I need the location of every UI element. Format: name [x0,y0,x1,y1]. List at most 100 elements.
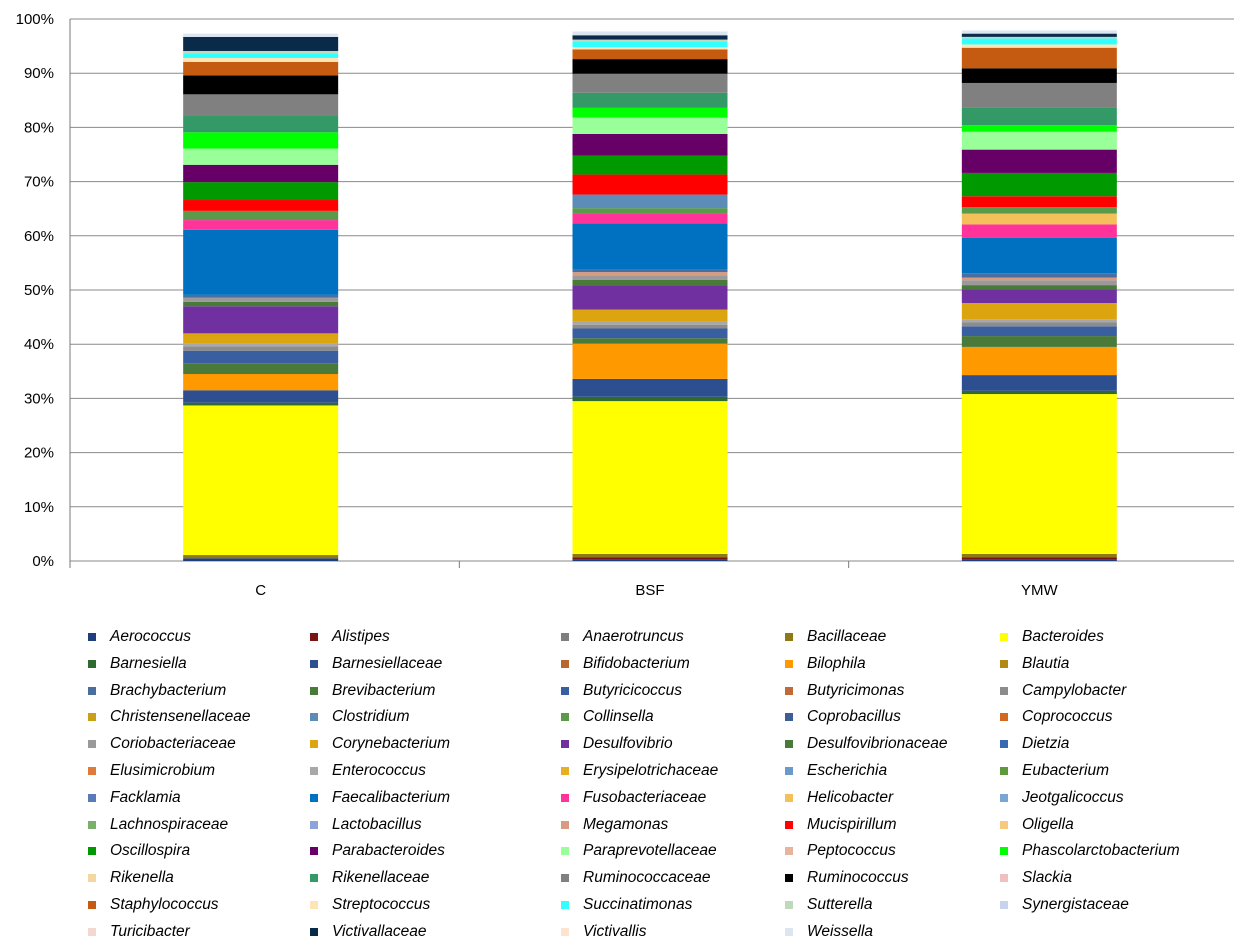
legend-label: Oligella [1022,815,1074,833]
legend-swatch [561,874,569,883]
legend-swatch [1000,847,1008,856]
legend-swatch [785,767,793,775]
legend-item: Alistipes [310,627,390,647]
bar-segment [183,36,339,51]
legend-item: Oligella [1000,815,1074,835]
legend-label: Rikenella [110,869,174,887]
legend-swatch [561,820,569,829]
legend-swatch [785,633,793,641]
bar-segment [572,396,728,402]
bar-segment [572,272,728,276]
legend-swatch [310,820,318,829]
legend-swatch [310,767,318,775]
bar-segment [961,319,1117,323]
legend-item: Eubacterium [1000,761,1109,781]
bar-segment [961,322,1117,327]
bar-segment [183,374,339,391]
y-tick-label: 10% [24,499,54,516]
bar-segment [183,58,339,62]
bar-segment [183,555,339,559]
bar-segment [572,107,728,118]
bar-segment [961,68,1117,83]
bar-segment [572,31,728,36]
legend-item: Ruminococcus [785,868,909,888]
bar-segment [183,350,339,364]
legend-swatch [310,847,318,856]
bar-segment [961,336,1117,347]
bar-segment [572,285,728,310]
legend-swatch [88,793,96,802]
legend-item: Butyricicoccus [561,681,682,701]
legend-swatch [88,767,96,775]
legend-item: Aerococcus [88,627,191,647]
legend-label: Parabacteroides [332,842,445,860]
legend-label: Helicobacter [807,788,894,806]
bar-segment [183,346,339,351]
legend-swatch [561,740,569,749]
legend-label: Victivallaceae [332,922,427,940]
legend-label: Campylobacter [1022,681,1127,699]
bar-segment [961,375,1117,391]
legend-item: Jeotgalicoccus [1000,788,1124,808]
y-tick-label: 90% [24,65,54,82]
bar-segment [183,306,339,334]
bar-segment [183,200,339,211]
legend-label: Fusobacteriaceae [583,788,707,806]
bar-segment [961,30,1117,34]
legend-label: Bifidobacterium [583,654,690,672]
y-tick-label: 50% [24,282,54,299]
legend-item: Faecalibacterium [310,788,450,808]
legend-item: Dietzia [1000,734,1069,754]
legend-label: Clostridium [332,708,410,726]
legend-label: Desulfovibrionaceae [807,735,948,753]
legend-item: Desulfovibrio [561,734,673,754]
bar-segment [183,390,339,403]
x-tick-labels: C BSF YMW [255,582,1058,599]
bar-segment [961,38,1117,45]
bar-segment [183,182,339,201]
legend-swatch [785,847,793,856]
legend-label: Lachnospiraceae [110,815,229,833]
legend-label: Succinatimonas [583,896,693,913]
legend-swatch [561,633,569,641]
legend-label: Elusimicrobium [110,762,216,779]
bar-segment [961,277,1117,281]
bar-segment [961,196,1117,208]
legend-swatch [310,686,318,695]
bar-segment [183,132,339,149]
legend-swatch [88,901,96,909]
bar-segment [572,194,728,209]
y-tick-labels: 0% 10% 20% 30% 40% 50% 60% 70% 80% 90% 100% [16,11,54,570]
legend-swatch [1000,713,1008,722]
legend-item: Ruminococcaceae [561,868,711,888]
legend-label: Alistipes [332,628,390,645]
y-tick-label: 70% [24,174,54,191]
legend-swatch [88,713,96,722]
legend-label: Barnesiellaceae [332,654,443,672]
bar-segment [961,149,1117,173]
legend-label: Christensenellaceae [110,708,251,726]
bar-segment [183,220,339,230]
legend-item: Brachybacterium [88,681,226,701]
legend-swatch [1000,686,1008,695]
legend-label: Enterococcus [332,762,426,779]
bar-segment [572,378,728,397]
legend-item: Victivallaceae [310,922,427,942]
legend-item: Megamonas [561,815,668,835]
legend-label: Weissella [807,922,874,940]
legend-label: Barnesiella [110,654,187,672]
legend-label: Rikenellaceae [332,869,430,887]
legend-item: Phascolarctobacterium [1000,841,1180,861]
bar-segment [572,338,728,344]
legend-label: Paraprevotellaceae [583,842,717,860]
legend-item: Barnesiella [88,654,187,674]
bar-segment [572,41,728,48]
legend-swatch [1000,901,1008,909]
bar-segment [572,174,728,195]
bar-segment [572,553,728,558]
legend-label: Victivallis [583,922,647,940]
legend-swatch [1000,793,1008,802]
bar-segment [183,297,339,302]
legend-item: Bacillaceae [785,627,886,647]
legend-swatch [561,901,569,909]
